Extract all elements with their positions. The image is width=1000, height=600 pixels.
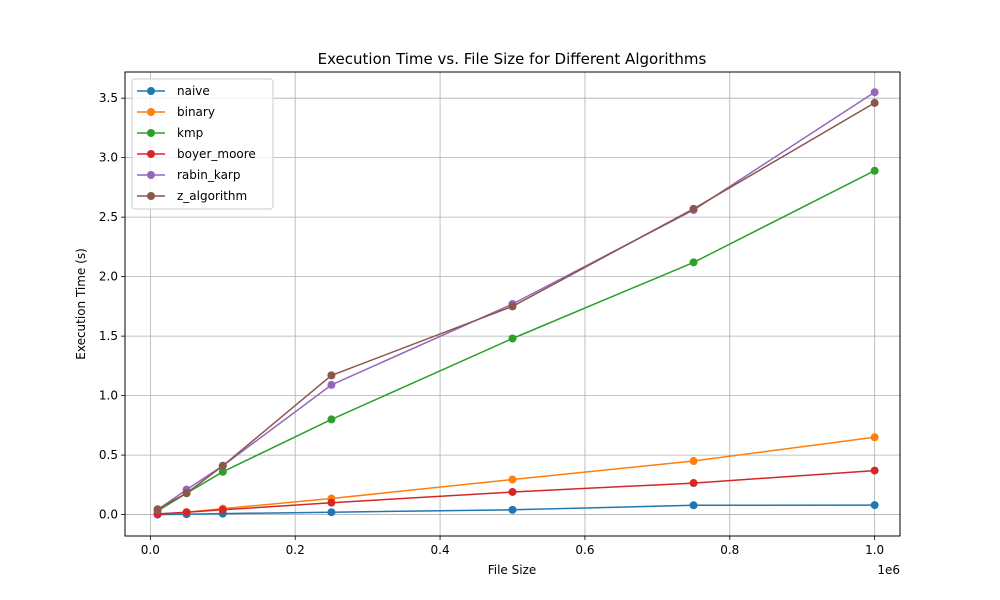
data-point-z_algorithm xyxy=(153,505,162,514)
x-tick-label: 1.0 xyxy=(865,543,884,557)
data-point-kmp xyxy=(870,166,879,175)
series-z_algorithm xyxy=(153,98,879,514)
legend-item-z_algorithm: z_algorithm xyxy=(137,189,247,203)
data-point-z_algorithm xyxy=(870,98,879,107)
x-tick-label: 0.4 xyxy=(431,543,450,557)
legend-marker xyxy=(147,129,155,137)
x-tick-label: 0.6 xyxy=(575,543,594,557)
legend-label: naive xyxy=(177,84,210,98)
y-axis-label: Execution Time (s) xyxy=(74,248,88,360)
data-point-kmp xyxy=(218,467,227,476)
data-point-boyer_moore xyxy=(689,479,698,488)
data-point-rabin_karp xyxy=(870,88,879,97)
legend-marker xyxy=(147,150,155,158)
y-tick-label: 2.5 xyxy=(99,210,118,224)
grid xyxy=(125,72,900,536)
data-point-naive xyxy=(689,501,698,510)
x-tick-label: 0.2 xyxy=(286,543,305,557)
data-point-boyer_moore xyxy=(327,498,336,507)
y-tick-label: 1.0 xyxy=(99,389,118,403)
data-point-naive xyxy=(327,508,336,517)
data-point-binary xyxy=(508,475,517,484)
data-point-rabin_karp xyxy=(327,380,336,389)
data-point-z_algorithm xyxy=(327,371,336,380)
legend-item-binary: binary xyxy=(137,105,215,119)
data-point-boyer_moore xyxy=(870,466,879,475)
legend-item-rabin_karp: rabin_karp xyxy=(137,168,241,182)
data-point-z_algorithm xyxy=(508,302,517,311)
y-tick-label: 0.0 xyxy=(99,508,118,522)
legend: naive binary kmp boyer_moore rabin_karp z_alg… xyxy=(131,78,274,210)
data-point-boyer_moore xyxy=(182,508,191,517)
ticks: 0.0 0.2 0.4 0.6 0.8 1.0 0.0 0.5 1.0 1.5 2.0 2.5 3.0 3… xyxy=(99,91,884,557)
legend-item-boyer_moore: boyer_moore xyxy=(137,147,256,161)
legend-marker xyxy=(147,192,155,200)
data-point-z_algorithm xyxy=(689,204,698,213)
data-point-z_algorithm xyxy=(182,489,191,498)
data-point-binary xyxy=(689,457,698,466)
legend-box xyxy=(131,78,274,210)
y-tick-label: 0.5 xyxy=(99,448,118,462)
y-tick-label: 2.0 xyxy=(99,270,118,284)
plot-frame xyxy=(124,71,901,537)
x-tick-label: 0.8 xyxy=(720,543,739,557)
x-tick-label: 0.0 xyxy=(141,543,160,557)
data-point-binary xyxy=(870,433,879,442)
legend-marker xyxy=(147,108,155,116)
series-naive xyxy=(153,501,879,519)
series-kmp xyxy=(153,166,879,516)
legend-marker xyxy=(147,171,155,179)
data-point-kmp xyxy=(508,334,517,343)
y-tick-label: 1.5 xyxy=(99,329,118,343)
legend-label: z_algorithm xyxy=(177,189,247,203)
data-point-z_algorithm xyxy=(218,461,227,470)
legend-item-kmp: kmp xyxy=(137,126,203,140)
legend-label: binary xyxy=(177,105,215,119)
legend-label: boyer_moore xyxy=(177,147,256,161)
legend-label: kmp xyxy=(177,126,203,140)
series-boyer_moore xyxy=(153,466,879,518)
series-layer xyxy=(153,88,879,519)
x-offset-label: 1e6 xyxy=(877,563,900,577)
legend-item-naive: naive xyxy=(137,84,210,98)
data-point-naive xyxy=(508,505,517,514)
y-tick-label: 3.0 xyxy=(99,151,118,165)
data-point-kmp xyxy=(327,415,336,424)
data-point-naive xyxy=(870,501,879,510)
data-point-boyer_moore xyxy=(508,487,517,496)
series-line-binary xyxy=(157,436,875,515)
y-tick-label: 3.5 xyxy=(99,91,118,105)
series-line-kmp xyxy=(157,170,875,512)
data-point-boyer_moore xyxy=(218,505,227,514)
x-axis-label: File Size xyxy=(488,563,537,577)
legend-label: rabin_karp xyxy=(177,168,241,182)
legend-marker xyxy=(147,87,155,95)
chart-title: Execution Time vs. File Size for Differe… xyxy=(318,50,707,68)
data-point-kmp xyxy=(689,258,698,267)
